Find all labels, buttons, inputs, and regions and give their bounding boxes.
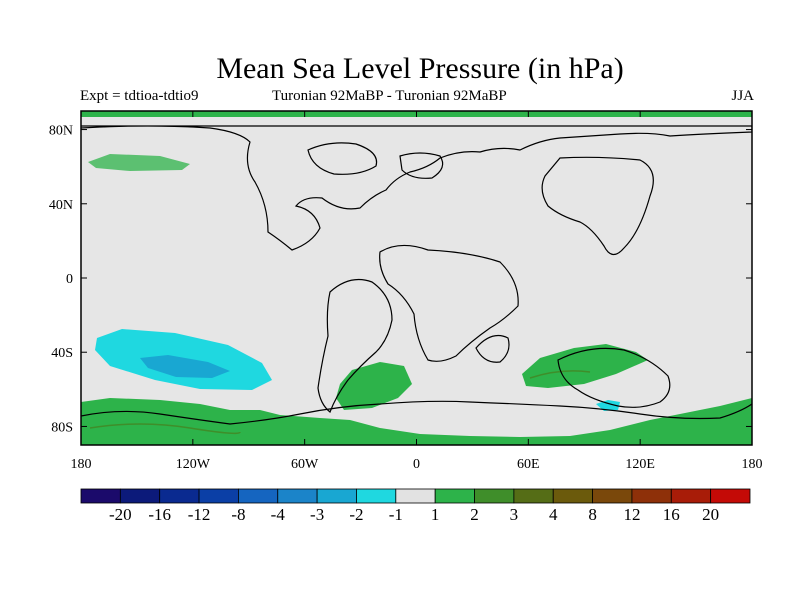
lon-label-60W: 60W	[291, 457, 319, 472]
lon-label-180: 180	[742, 457, 763, 472]
coast-north-america	[81, 125, 752, 251]
coast-africa	[379, 244, 519, 362]
colorbar-swatch-0	[80, 488, 121, 504]
colorbar-label-11: 4	[549, 505, 558, 524]
anomaly-north-pacific	[88, 154, 190, 171]
chart-title: Mean Sea Level Pressure (in hPa)	[216, 52, 624, 85]
colorbar-label-3: -8	[231, 505, 245, 524]
colorbar-labels: -20 -16 -12 -8 -4 -3 -2 -1 1 2 3 4 8 12 16 20	[109, 505, 719, 524]
coast-south-america	[317, 279, 393, 413]
lat-label-40S: 40S	[51, 346, 73, 361]
colorbar-swatch-16	[710, 488, 751, 504]
colorbar-label-7: -1	[389, 505, 403, 524]
colorbar-swatch-12	[552, 488, 593, 504]
colorbar-label-10: 3	[510, 505, 519, 524]
lat-label-80S: 80S	[51, 420, 73, 435]
colorbar-label-5: -3	[310, 505, 324, 524]
lat-label-40N: 40N	[49, 198, 73, 213]
colorbar-label-13: 12	[623, 505, 640, 524]
colorbar-swatch-10	[474, 488, 515, 504]
colorbar-label-6: -2	[349, 505, 363, 524]
coast-asia	[541, 156, 654, 256]
longitude-labels: 180 120W 60W 0 60E 120E 180	[71, 457, 763, 472]
colorbar-swatch-13	[592, 488, 633, 504]
ocean-background	[81, 111, 752, 445]
contour-southern-accent	[89, 423, 241, 435]
latitude-labels: 80N 40N 0 40S 80S	[49, 124, 73, 436]
lon-label-120W: 120W	[176, 457, 211, 472]
colorbar-swatch-8	[395, 488, 436, 504]
lat-label-80N: 80N	[49, 124, 73, 139]
coast-antarctica	[81, 400, 752, 425]
colorbar-swatch-2	[159, 488, 200, 504]
colorbar-label-0: -20	[109, 505, 132, 524]
colorbar-swatch-5	[277, 488, 318, 504]
anomaly-southern-band	[81, 398, 752, 445]
colorbar-label-2: -12	[188, 505, 211, 524]
colorbar-swatch-11	[513, 488, 554, 504]
anomaly-south-pacific-core	[140, 355, 230, 378]
lon-label-0: 0	[413, 457, 420, 472]
colorbar-label-12: 8	[588, 505, 597, 524]
contour-indian-accent	[529, 370, 591, 379]
lat-label-0: 0	[66, 272, 73, 287]
colorbar-swatch-6	[316, 488, 357, 504]
period-label: Turonian 92MaBP - Turonian 92MaBP	[272, 88, 507, 104]
colorbar-swatch-1	[119, 488, 161, 504]
experiment-label: Expt = tdtioa-tdtio9	[80, 88, 199, 104]
lon-label-120E: 120E	[625, 457, 655, 472]
axis-ticks	[80, 111, 753, 445]
lon-label-60E: 60E	[517, 457, 540, 472]
coast-india-madagascar	[475, 335, 510, 363]
coast-australia	[557, 347, 671, 408]
colorbar-label-4: -4	[271, 505, 286, 524]
season-label: JJA	[731, 88, 754, 104]
colorbar	[80, 488, 751, 504]
colorbar-label-1: -16	[148, 505, 171, 524]
colorbar-swatch-14	[631, 488, 672, 504]
coast-greenland	[307, 142, 378, 175]
colorbar-swatch-15	[670, 488, 712, 504]
colorbar-label-9: 2	[470, 505, 479, 524]
anomaly-regions	[81, 111, 752, 445]
coastlines	[81, 125, 752, 425]
anomaly-indian-ocean	[522, 344, 648, 388]
colorbar-swatch-3	[198, 488, 239, 504]
colorbar-swatch-7	[356, 488, 397, 504]
colorbar-swatch-4	[238, 488, 279, 504]
coast-europe-islands	[399, 152, 444, 179]
colorbar-swatch-9	[434, 488, 475, 504]
colorbar-label-14: 16	[663, 505, 680, 524]
anomaly-cyan-spot	[596, 400, 620, 411]
lon-label-180: 180	[71, 457, 92, 472]
anomaly-south-atlantic	[336, 362, 412, 410]
colorbar-label-15: 20	[702, 505, 719, 524]
colorbar-label-8: 1	[431, 505, 440, 524]
